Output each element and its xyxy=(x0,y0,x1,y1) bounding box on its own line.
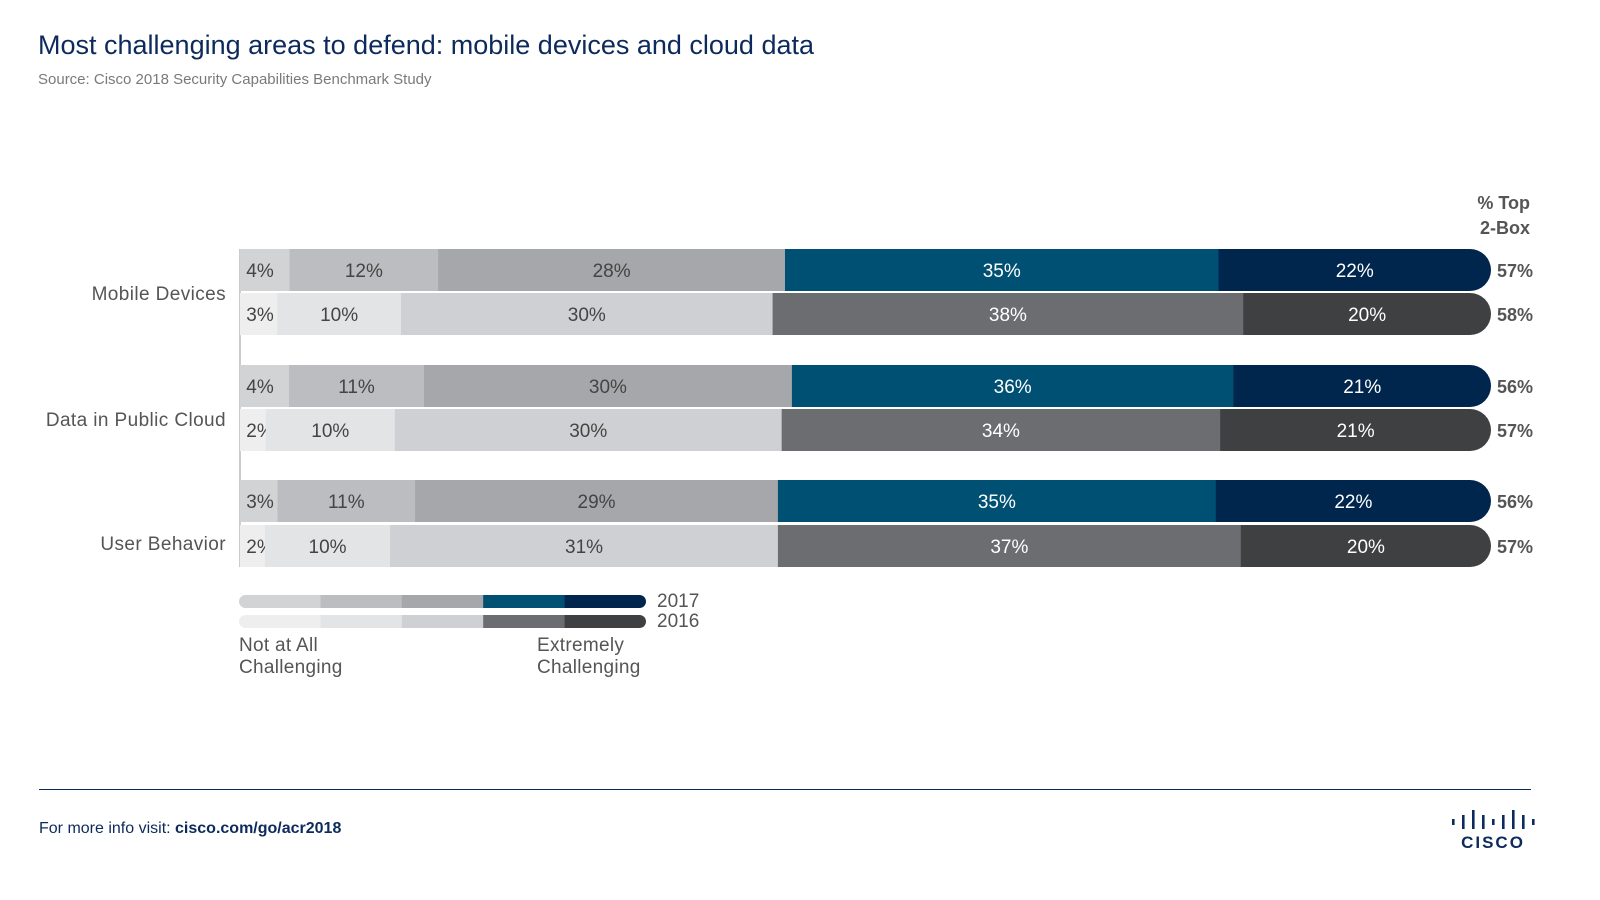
bar-segment-mobile-devices-2016-3 xyxy=(401,293,774,335)
data-label: 35% xyxy=(978,492,1016,513)
bar-segment-mobile-devices-2017-2 xyxy=(289,249,439,291)
data-label: 34% xyxy=(982,421,1020,442)
data-label: 10% xyxy=(311,421,349,442)
top2box-value: 57% xyxy=(1497,421,1533,441)
data-label: 35% xyxy=(983,261,1021,282)
data-label: 20% xyxy=(1347,537,1385,558)
cisco-logo: CISCO xyxy=(1452,810,1535,850)
data-label: 21% xyxy=(1337,421,1375,442)
bar-segment-data-in-public-cloud-2016-4 xyxy=(781,409,1221,451)
bar-segment-user-behavior-2016-5 xyxy=(1240,525,1491,567)
top2box-value: 58% xyxy=(1497,305,1533,325)
top2box-header: 2-Box xyxy=(1480,218,1530,238)
bar-segment-user-behavior-2016-3 xyxy=(390,525,779,567)
footer-prefix: For more info visit: xyxy=(39,820,176,837)
stacked-bar-chart: % Top 2-Box 4% 12% 28% 35% 22% 57% 3% 10% 30% 38% 20… xyxy=(46,193,1533,678)
data-label: 11% xyxy=(328,492,365,513)
data-label: 22% xyxy=(1334,492,1372,513)
data-label: 29% xyxy=(578,492,616,513)
bar-segment-data-in-public-cloud-2017-3 xyxy=(423,365,793,407)
footer-link[interactable]: cisco.com/go/acr2018 xyxy=(175,820,342,837)
bar-segment-user-behavior-2017-3 xyxy=(415,480,779,522)
legend-swatch-2017-5 xyxy=(564,595,647,608)
bar-segment-data-in-public-cloud-2016-2 xyxy=(265,409,396,451)
bar-segment-user-behavior-2017-4 xyxy=(777,480,1217,522)
data-label: 10% xyxy=(320,305,358,326)
bar-segment-data-in-public-cloud-2016-3 xyxy=(394,409,783,451)
bar-segment-user-behavior-2016-2 xyxy=(265,525,391,567)
legend-swatch-2016-3 xyxy=(401,615,484,628)
bar-segment-data-in-public-cloud-2017-2 xyxy=(289,365,425,407)
legend-swatch-2017-4 xyxy=(483,595,566,608)
bar-segment-mobile-devices-2017-1 xyxy=(240,249,291,291)
legend-swatch-2016-1 xyxy=(239,615,321,628)
footer-info: For more info visit: cisco.com/go/acr201… xyxy=(39,820,341,838)
data-label: 3% xyxy=(246,492,274,513)
bar-segment-data-in-public-cloud-2016-1 xyxy=(240,409,267,451)
legend-swatch-2016-5 xyxy=(564,615,647,628)
data-label: 30% xyxy=(569,421,607,442)
svg-text:CISCO: CISCO xyxy=(1461,833,1525,850)
bar-segment-mobile-devices-2016-1 xyxy=(240,293,278,335)
category-label: Mobile Devices xyxy=(92,284,226,305)
data-label: 3% xyxy=(246,305,274,326)
footer-divider xyxy=(39,789,1531,790)
bar-segment-user-behavior-2017-2 xyxy=(277,480,416,522)
top2box-value: 56% xyxy=(1497,377,1533,397)
legend-swatch-2017-3 xyxy=(401,595,484,608)
legend-high-label: Extremely xyxy=(537,635,624,656)
chart-title: Most challenging areas to defend: mobile… xyxy=(38,30,814,60)
legend-year-label: 2016 xyxy=(657,611,699,632)
legend-swatch-2017-2 xyxy=(320,595,403,608)
top2box-value: 56% xyxy=(1497,492,1533,512)
legend-low-label: Challenging xyxy=(239,657,343,678)
legend-high-label: Challenging xyxy=(537,657,641,678)
data-label: 30% xyxy=(589,377,627,398)
bar-segment-mobile-devices-2016-5 xyxy=(1243,293,1491,335)
bar-segment-user-behavior-2016-4 xyxy=(777,525,1242,567)
data-label: 36% xyxy=(994,377,1032,398)
data-label: 10% xyxy=(309,537,347,558)
bar-segment-mobile-devices-2016-4 xyxy=(772,293,1244,335)
data-label: 21% xyxy=(1343,377,1381,398)
data-label: 4% xyxy=(246,377,274,398)
bar-segment-data-in-public-cloud-2017-5 xyxy=(1233,365,1491,407)
data-label: 28% xyxy=(593,261,631,282)
top2box-value: 57% xyxy=(1497,261,1533,281)
data-label: 12% xyxy=(345,261,383,282)
data-label: 11% xyxy=(338,377,375,398)
bar-segment-mobile-devices-2017-4 xyxy=(784,249,1220,291)
bar-segment-data-in-public-cloud-2016-5 xyxy=(1220,409,1491,451)
bar-segment-mobile-devices-2016-2 xyxy=(277,293,402,335)
top2box-header: % Top xyxy=(1477,193,1530,213)
top2box-value: 57% xyxy=(1497,537,1533,557)
data-label: 30% xyxy=(568,305,606,326)
bar-segment-mobile-devices-2017-3 xyxy=(438,249,786,291)
legend-swatch-2016-2 xyxy=(320,615,403,628)
legend-swatch-2017-1 xyxy=(239,595,321,608)
data-label: 22% xyxy=(1336,261,1374,282)
data-label: 4% xyxy=(246,261,274,282)
bar-segment-data-in-public-cloud-2017-1 xyxy=(240,365,290,407)
legend-year-label: 2017 xyxy=(657,591,699,612)
data-label: 31% xyxy=(565,537,603,558)
category-label: Data in Public Cloud xyxy=(46,410,226,431)
chart-subtitle: Source: Cisco 2018 Security Capabilities… xyxy=(38,71,432,88)
data-label: 38% xyxy=(989,305,1027,326)
bar-segment-data-in-public-cloud-2017-4 xyxy=(791,365,1235,407)
category-label: User Behavior xyxy=(100,534,226,555)
bar-segment-user-behavior-2017-1 xyxy=(240,480,279,522)
legend-low-label: Not at All xyxy=(239,635,318,656)
data-label: 20% xyxy=(1348,305,1386,326)
bar-segment-user-behavior-2016-1 xyxy=(240,525,266,567)
bar-segment-user-behavior-2017-5 xyxy=(1215,480,1491,522)
legend-swatch-2016-4 xyxy=(483,615,566,628)
data-label: 37% xyxy=(990,537,1028,558)
bar-segment-mobile-devices-2017-5 xyxy=(1218,249,1491,291)
